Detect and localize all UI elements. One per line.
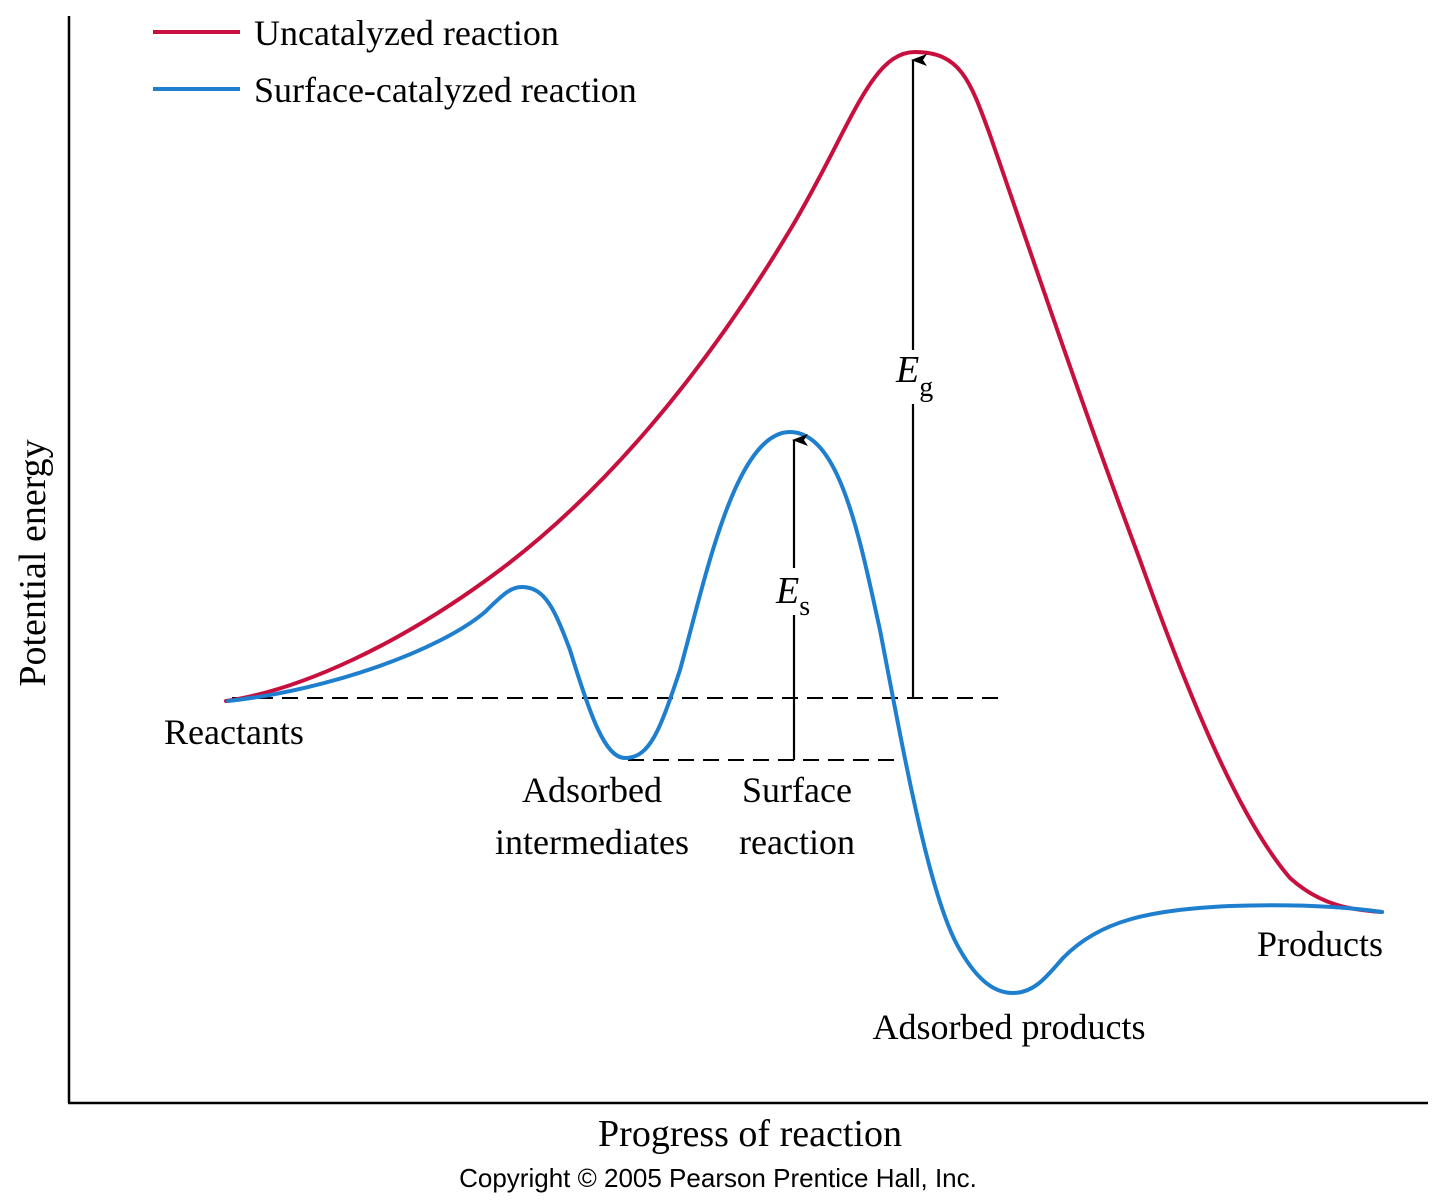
adsorbed-intermediates-label-line1: Adsorbed: [522, 770, 662, 810]
products-label: Products: [1257, 924, 1383, 964]
es-symbol: E: [775, 570, 799, 612]
es-subscript: s: [799, 591, 810, 622]
eg-symbol: E: [895, 349, 919, 391]
catalyzed-curve: [226, 429, 1384, 996]
surface-reaction-label-line1: Surface: [742, 770, 852, 810]
es-label: Es: [775, 570, 810, 622]
legend-label-uncatalyzed: Uncatalyzed reaction: [254, 13, 559, 53]
adsorbed-products-label: Adsorbed products: [873, 1007, 1146, 1047]
surface-reaction-label-line2: reaction: [739, 822, 855, 862]
copyright-notice: Copyright © 2005 Pearson Prentice Hall, …: [459, 1163, 977, 1193]
legend-label-catalyzed: Surface-catalyzed reaction: [254, 70, 637, 110]
eg-label: Eg: [895, 349, 933, 403]
y-axis-title: Potential energy: [12, 439, 54, 686]
adsorbed-intermediates-label-line2: intermediates: [495, 822, 689, 862]
reactants-label: Reactants: [164, 712, 304, 752]
eg-subscript: g: [919, 372, 933, 403]
x-axis-title: Progress of reaction: [598, 1113, 902, 1155]
uncatalyzed-curve: [224, 49, 1384, 914]
